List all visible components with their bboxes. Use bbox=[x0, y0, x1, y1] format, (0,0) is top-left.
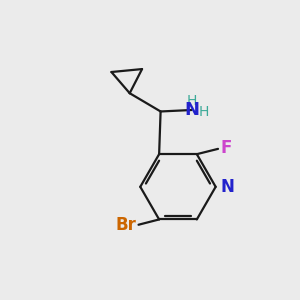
Text: Br: Br bbox=[115, 216, 136, 234]
Text: H: H bbox=[199, 105, 209, 119]
Text: N: N bbox=[184, 101, 199, 119]
Text: N: N bbox=[221, 178, 235, 196]
Text: H: H bbox=[186, 94, 197, 108]
Text: F: F bbox=[220, 139, 232, 157]
